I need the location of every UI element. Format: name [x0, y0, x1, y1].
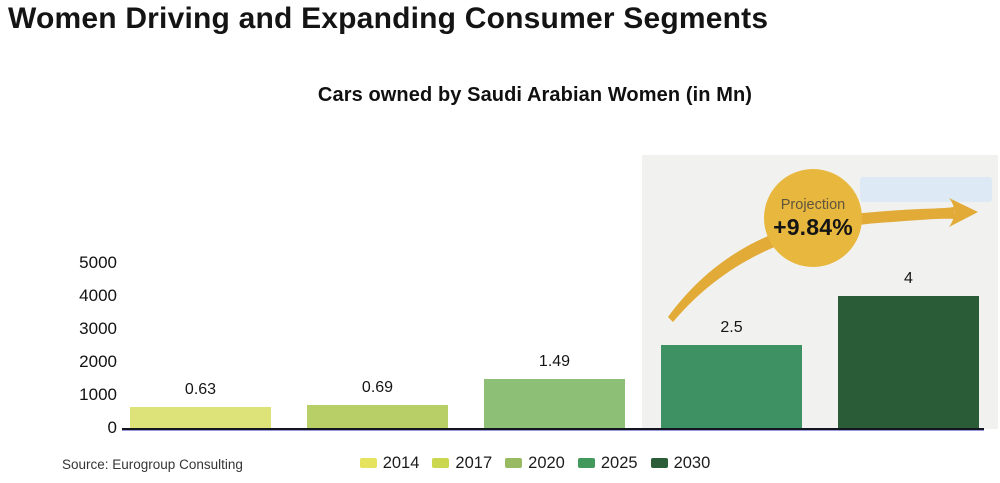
legend-swatch-icon: [505, 458, 523, 468]
bar-2014: [130, 407, 271, 428]
projection-label: Projection: [780, 196, 846, 213]
bar-value-label: 2.5: [720, 319, 743, 336]
legend-label: 2014: [382, 453, 420, 472]
bar-value-label: 0.63: [184, 381, 217, 398]
projection-highlight: [860, 177, 992, 202]
bar-2030: [838, 296, 979, 428]
legend-swatch-icon: [577, 458, 595, 468]
y-tick-label: 1000: [79, 385, 117, 404]
legend-item-2014: 2014: [359, 453, 420, 473]
legend-swatch-icon: [359, 458, 377, 468]
legend-label: 2030: [673, 453, 711, 472]
source-note: Source: Eurogroup Consulting: [62, 457, 243, 472]
y-tick-label: 4000: [79, 286, 117, 305]
y-tick-label: 0: [107, 418, 117, 437]
y-tick-label: 5000: [79, 253, 117, 272]
legend-item-2020: 2020: [505, 454, 565, 473]
bar-value-label: 4: [904, 270, 913, 287]
legend-item-2017: 2017: [432, 454, 492, 473]
page-title: Women Driving and Expanding Consumer Seg…: [8, 2, 769, 35]
legend-label: 2017: [455, 453, 493, 472]
legend-item-2025: 2025: [577, 453, 638, 473]
projection-value: +9.84%: [773, 213, 853, 240]
legend-swatch-icon: [432, 458, 450, 468]
bar-2020: [484, 379, 625, 428]
chart-title: Cars owned by Saudi Arabian Women (in Mn…: [317, 84, 753, 106]
legend: 2014 2017 2020 2025 2030: [250, 452, 820, 474]
bar-2025: [661, 345, 802, 428]
projection-bubble: Projection +9.84%: [764, 169, 862, 267]
y-tick-label: 3000: [79, 319, 117, 338]
y-tick-label: 2000: [79, 352, 117, 371]
legend-label: 2020: [528, 453, 565, 472]
x-axis-line: [122, 428, 984, 431]
bar-value-label: 1.49: [538, 353, 571, 370]
legend-label: 2025: [600, 453, 638, 472]
bar-2017: [307, 405, 448, 428]
legend-item-2030: 2030: [650, 453, 711, 473]
bar-value-label: 0.69: [361, 379, 394, 396]
legend-swatch-icon: [650, 458, 668, 468]
